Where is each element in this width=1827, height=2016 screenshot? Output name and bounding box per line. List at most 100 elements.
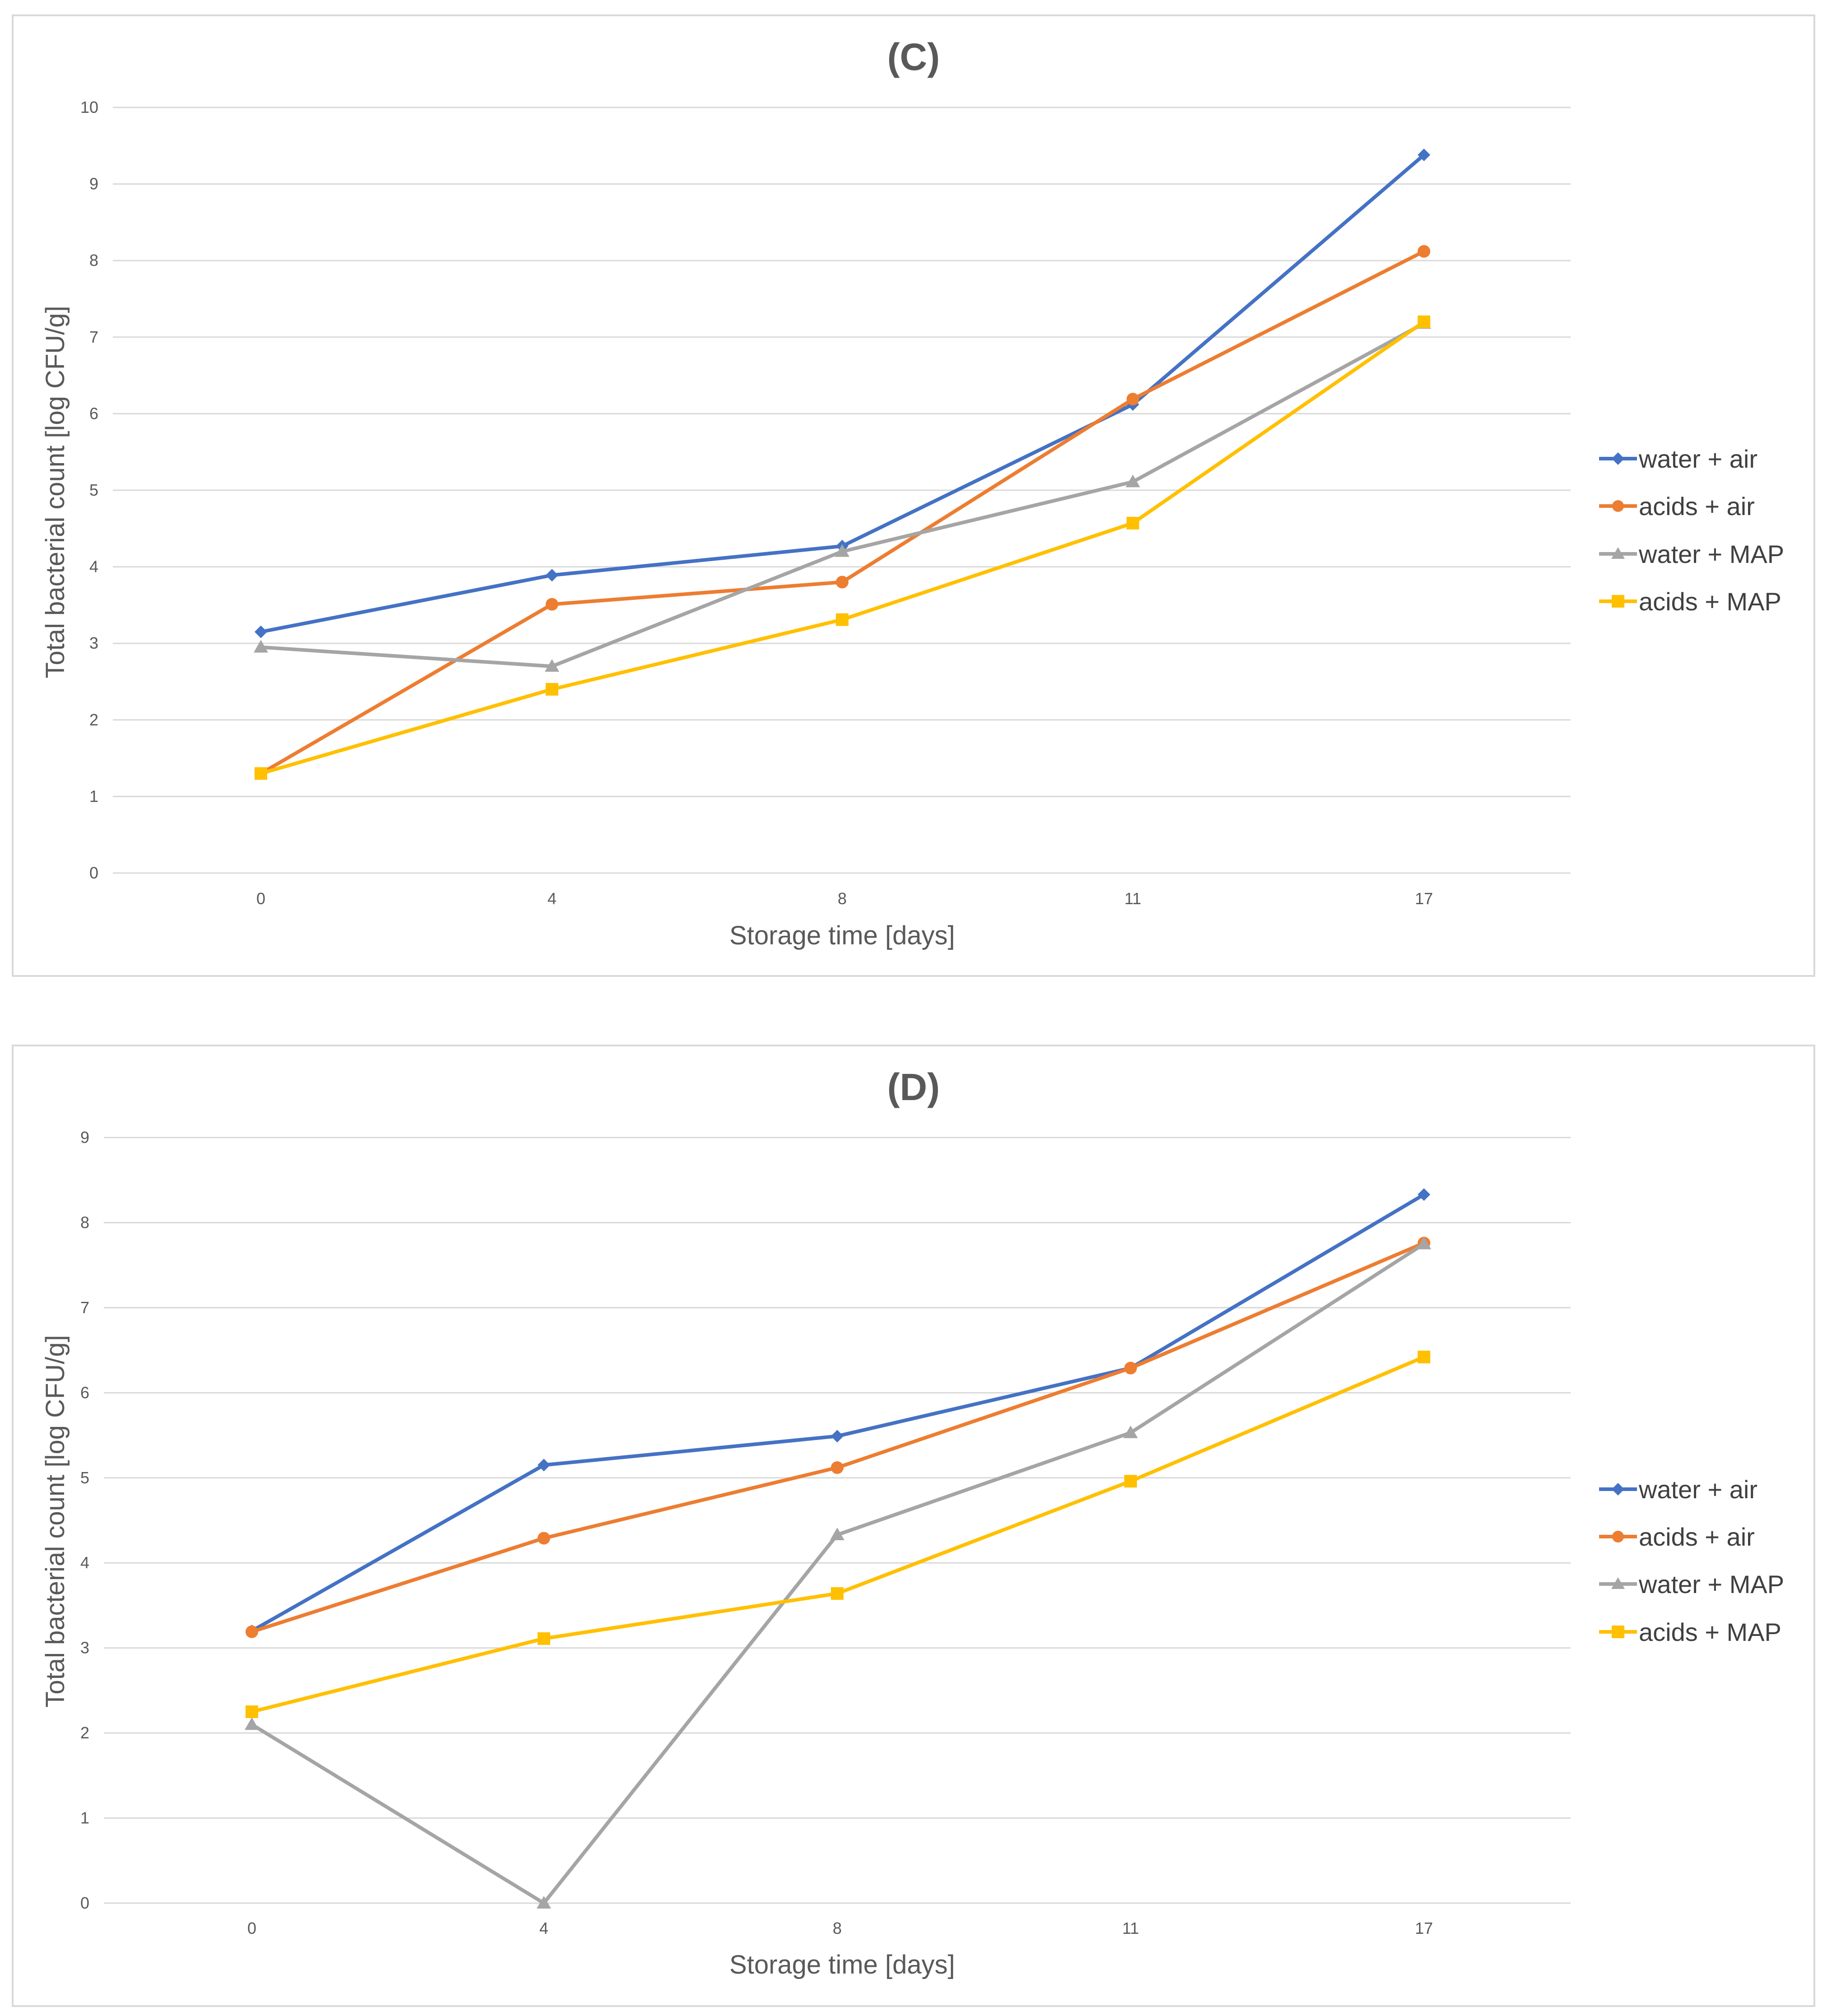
legend-label: acids + MAP	[1639, 587, 1781, 616]
y-tick-label: 7	[89, 328, 98, 346]
panel-frame	[12, 1045, 1815, 2007]
data-point-diamond	[538, 1459, 550, 1472]
series-acids-map	[246, 1351, 1430, 1718]
data-point-triangle	[1126, 474, 1140, 488]
x-tick-label: 4	[539, 1919, 548, 1937]
legend-item: water + MAP	[1599, 540, 1784, 568]
y-axis-label: Total bacterial count [log CFU/g]	[41, 1335, 70, 1707]
data-point-triangle	[245, 1717, 259, 1730]
data-point-diamond	[255, 625, 267, 638]
legend-label: water + MAP	[1638, 1570, 1784, 1598]
data-point-square	[255, 767, 267, 780]
legend-label: water + MAP	[1638, 540, 1784, 568]
x-tick-label: 11	[1122, 1919, 1139, 1937]
x-tick-label: 8	[838, 889, 847, 908]
x-tick-label: 0	[247, 1919, 256, 1937]
legend-square-marker	[1612, 1626, 1624, 1638]
x-tick-label: 17	[1415, 889, 1433, 908]
x-axis-label: Storage time [days]	[729, 1950, 955, 1979]
y-axis-label: Total bacterial count [log CFU/g]	[41, 306, 70, 678]
data-point-square	[831, 1587, 844, 1600]
y-tick-label: 1	[89, 787, 98, 805]
y-axis-ticks: 0 1 2 3 4 5 6 7 8 9	[80, 1128, 89, 1912]
data-point-diamond	[1418, 149, 1430, 162]
data-point-square	[836, 613, 849, 626]
series-acids-map	[255, 315, 1430, 780]
chart-title: (C)	[887, 36, 940, 78]
data-point-circle	[1127, 393, 1139, 406]
y-tick-label: 0	[89, 864, 98, 882]
data-point-triangle	[537, 1896, 551, 1909]
y-tick-label: 1	[80, 1809, 89, 1827]
y-tick-label: 6	[80, 1383, 89, 1402]
y-tick-label: 6	[89, 404, 98, 423]
data-point-circle	[538, 1532, 550, 1545]
series-water-map	[245, 1236, 1431, 1909]
gridlines	[104, 1137, 1571, 1904]
data-point-square	[1124, 1475, 1137, 1488]
y-tick-label: 4	[89, 557, 98, 576]
panel-frame	[12, 14, 1815, 977]
x-tick-label: 4	[547, 889, 556, 908]
legend-triangle-marker	[1611, 547, 1625, 559]
data-point-circle	[1418, 245, 1430, 258]
legend-circle-marker	[1612, 1531, 1624, 1542]
legend: water + air acids + air water + MAP acid…	[1599, 445, 1784, 616]
legend-circle-marker	[1612, 500, 1624, 512]
data-point-circle	[836, 576, 849, 589]
data-point-square	[1127, 516, 1139, 530]
y-axis-ticks: 0 1 2 3 4 5 6 7 8 9 10	[80, 98, 98, 882]
data-point-circle	[246, 1625, 258, 1638]
y-tick-label: 3	[80, 1639, 89, 1657]
data-point-triangle	[545, 659, 559, 672]
series-lines	[245, 1188, 1431, 1909]
data-point-square	[538, 1632, 550, 1645]
x-axis-label: Storage time [days]	[729, 921, 955, 950]
legend-item: water + MAP	[1599, 1570, 1784, 1598]
chart-panel-d: (D) 0 1 2 3 4 5 6 7 8 9 0 4 8 11 17 Storage time [day…	[12, 1045, 1815, 2007]
legend-item: acids + MAP	[1599, 587, 1781, 616]
x-axis-ticks: 0 4 8 11 17	[256, 889, 1433, 908]
x-tick-label: 11	[1124, 889, 1141, 908]
data-point-triangle	[835, 544, 849, 557]
x-axis-ticks: 0 4 8 11 17	[247, 1919, 1433, 1937]
data-point-triangle	[254, 640, 268, 653]
y-tick-label: 2	[89, 711, 98, 729]
data-point-square	[1418, 315, 1430, 328]
data-point-square	[546, 683, 558, 696]
y-tick-label: 9	[80, 1128, 89, 1147]
legend-label: water + air	[1638, 445, 1757, 473]
y-tick-label: 7	[80, 1298, 89, 1317]
data-point-circle	[831, 1461, 844, 1474]
data-point-triangle	[1417, 1236, 1431, 1250]
data-point-diamond	[831, 1430, 844, 1443]
legend-item: acids + air	[1599, 1523, 1755, 1551]
data-point-square	[246, 1705, 258, 1718]
data-point-circle	[546, 598, 558, 611]
legend-item: water + air	[1599, 1475, 1757, 1504]
x-tick-label: 0	[256, 889, 265, 908]
y-tick-label: 5	[89, 481, 98, 499]
y-tick-label: 8	[80, 1213, 89, 1231]
legend-label: acids + air	[1639, 1523, 1755, 1551]
y-tick-label: 8	[89, 251, 98, 269]
x-tick-label: 17	[1415, 1919, 1433, 1937]
chart-title: (D)	[887, 1066, 940, 1108]
y-tick-label: 10	[80, 98, 98, 116]
y-tick-label: 5	[80, 1468, 89, 1487]
data-point-triangle	[830, 1528, 844, 1541]
data-point-diamond	[1418, 1188, 1430, 1201]
legend-item: water + air	[1599, 445, 1757, 473]
y-tick-label: 0	[80, 1894, 89, 1912]
legend-diamond-marker	[1612, 1483, 1624, 1496]
legend-item: acids + air	[1599, 492, 1755, 520]
legend-diamond-marker	[1612, 452, 1624, 465]
legend: water + air acids + air water + MAP acid…	[1599, 1475, 1784, 1646]
y-tick-label: 3	[89, 634, 98, 652]
chart-panel-c: (C) 0 1 2 3 4 5 6 7 8 9 10 0 4 8 11 17 Storage time [d…	[12, 14, 1815, 977]
data-point-diamond	[546, 569, 558, 582]
y-tick-label: 9	[89, 175, 98, 193]
legend-item: acids + MAP	[1599, 1618, 1781, 1646]
legend-label: water + air	[1638, 1475, 1757, 1504]
